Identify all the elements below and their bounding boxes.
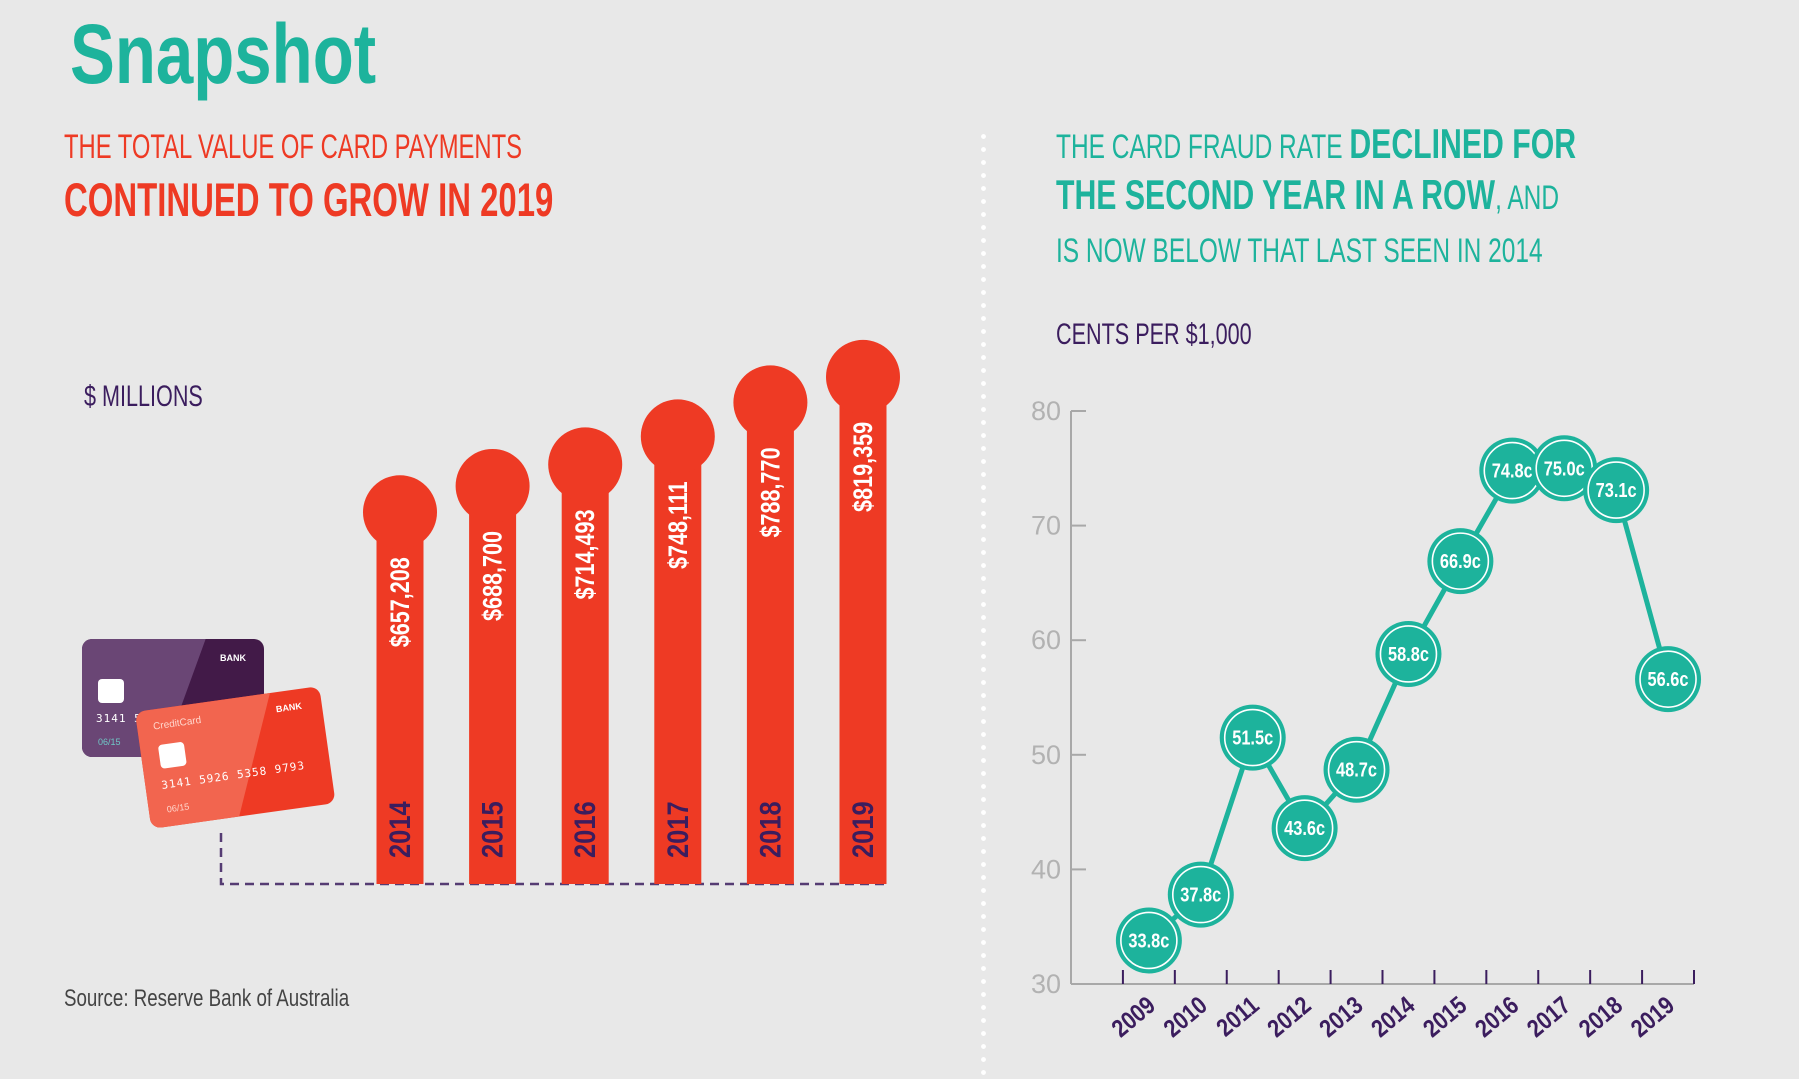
page-title: Snapshot xyxy=(70,7,377,101)
y-tick-label: 30 xyxy=(1031,969,1061,999)
data-point-marker xyxy=(1115,907,1182,974)
right-headline-line3: IS NOW BELOW THAT LAST SEEN IN 2014 xyxy=(1056,232,1543,270)
right-headline-line2: THE SECOND YEAR IN A ROW, AND xyxy=(1056,171,1559,219)
bar-stem xyxy=(839,376,887,884)
data-point-marker xyxy=(1323,736,1390,803)
data-point-label: 75.0c xyxy=(1544,457,1585,480)
data-point-ring xyxy=(1275,799,1334,857)
data-point-ring xyxy=(1379,625,1438,683)
left-unit-label: $ MILLIONS xyxy=(84,380,203,413)
bar-category-label: 2016 xyxy=(568,801,601,858)
bar-category-label: 2015 xyxy=(476,801,509,858)
data-point-ring xyxy=(1120,911,1178,970)
dashed-baseline xyxy=(219,833,887,886)
data-point-label: 43.6c xyxy=(1284,817,1325,840)
x-tick-label: 2009 xyxy=(1106,991,1160,1043)
y-tick-label: 80 xyxy=(1031,396,1061,426)
data-point-label: 73.1c xyxy=(1596,478,1637,501)
x-tick-label: 2018 xyxy=(1573,991,1627,1043)
bar-stem xyxy=(376,512,424,884)
bar-head xyxy=(548,427,623,502)
data-point-marker xyxy=(1479,437,1546,504)
x-tick-label: 2012 xyxy=(1262,991,1316,1043)
bar-stem xyxy=(654,436,702,884)
data-point-marker xyxy=(1375,620,1442,687)
x-tick-label: 2010 xyxy=(1158,991,1212,1043)
right-headline-line2-bold: THE SECOND YEAR IN A ROW xyxy=(1056,171,1496,218)
left-headline-line1: THE TOTAL VALUE OF CARD PAYMENTS xyxy=(64,128,523,166)
data-point-ring xyxy=(1223,708,1282,767)
right-unit-label: CENTS PER $1,000 xyxy=(1056,318,1252,351)
bar-value-label: $748,111 xyxy=(664,481,694,569)
data-point-label: 48.7c xyxy=(1336,758,1377,781)
data-point-marker xyxy=(1271,795,1338,862)
data-point-marker xyxy=(1635,646,1702,713)
x-tick-label: 2014 xyxy=(1366,991,1420,1043)
y-tick-label: 70 xyxy=(1031,511,1061,541)
bar-stem xyxy=(469,485,517,884)
bar-value-label: $714,493 xyxy=(571,509,601,599)
data-point-marker xyxy=(1167,861,1234,928)
data-point-label: 51.5c xyxy=(1232,726,1273,749)
right-headline-line1-regular: THE CARD FRAUD RATE xyxy=(1056,128,1350,166)
x-tick-label: 2017 xyxy=(1521,991,1575,1043)
bar-head xyxy=(455,448,530,523)
bar-value-label: $688,700 xyxy=(478,531,508,621)
bar-category-label: 2014 xyxy=(383,801,416,858)
source-note: Source: Reserve Bank of Australia xyxy=(64,985,350,1012)
bar-category-label: 2019 xyxy=(846,801,879,858)
y-tick-label: 60 xyxy=(1031,625,1061,655)
x-tick-label: 2013 xyxy=(1314,991,1368,1043)
x-tick-label: 2011 xyxy=(1211,991,1264,1042)
chip-icon xyxy=(98,679,124,703)
data-point-marker xyxy=(1427,528,1494,595)
bar-category-label: 2017 xyxy=(661,801,694,858)
bar-chart: $657,208 2014 $688,700 2015 $714,493 2016 $748… xyxy=(219,339,900,886)
right-headline-line2-regular: , AND xyxy=(1495,179,1560,217)
data-point-marker xyxy=(1219,704,1286,771)
right-headline-line1: THE CARD FRAUD RATE DECLINED FOR xyxy=(1056,120,1576,168)
bar-category-label: 2018 xyxy=(753,801,786,858)
bar-head xyxy=(640,399,715,474)
data-point-label: 66.9c xyxy=(1440,550,1481,573)
card-expiry: 06/15 xyxy=(98,737,121,747)
line-chart: 30 40 50 60 70 80 2009201020112012201320142015… xyxy=(1031,396,1702,1043)
x-tick-label: 2016 xyxy=(1470,991,1524,1043)
card-bank-label: BANK xyxy=(220,653,246,663)
data-point-ring xyxy=(1171,865,1230,924)
bar-stem xyxy=(746,402,794,884)
bar-value-label: $819,359 xyxy=(849,422,879,512)
data-point-marker xyxy=(1583,457,1650,524)
left-headline-line2: CONTINUED TO GROW IN 2019 xyxy=(64,173,554,226)
data-point-ring xyxy=(1327,740,1386,799)
y-tick-label: 40 xyxy=(1031,854,1061,884)
bar-value-label: $657,208 xyxy=(386,557,416,647)
x-tick-label: 2015 xyxy=(1418,991,1472,1043)
data-point-label: 74.8c xyxy=(1492,459,1533,482)
bar-value-label: $788,770 xyxy=(756,447,786,537)
data-point-label: 58.8c xyxy=(1388,642,1429,665)
bar-stem xyxy=(561,464,609,884)
right-headline-line1-bold: DECLINED FOR xyxy=(1349,120,1577,167)
data-point-ring xyxy=(1431,532,1490,590)
dotted-divider xyxy=(981,130,986,1079)
bar-head xyxy=(826,339,900,414)
fraud-rate-line xyxy=(1147,465,1671,943)
bar-head xyxy=(363,475,437,550)
x-tick-label: 2019 xyxy=(1625,991,1679,1043)
data-point-ring xyxy=(1639,650,1697,708)
data-point-ring xyxy=(1587,461,1645,519)
bar-head xyxy=(733,365,808,440)
y-tick-label: 50 xyxy=(1031,740,1061,770)
data-point-label: 33.8c xyxy=(1128,929,1169,952)
data-point-marker xyxy=(1531,435,1598,502)
data-point-label: 37.8c xyxy=(1180,883,1221,906)
data-point-label: 56.6c xyxy=(1648,668,1689,691)
